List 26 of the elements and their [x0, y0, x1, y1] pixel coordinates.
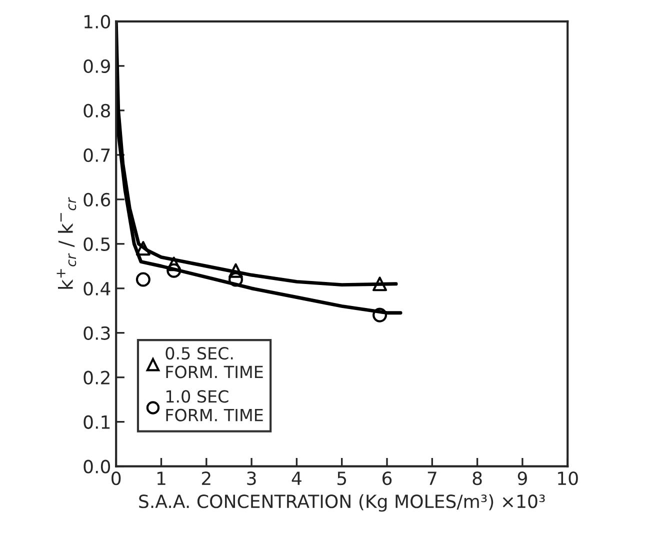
y-tick-label: 0.2: [84, 370, 110, 384]
x-tick-label: 0: [112, 472, 121, 486]
x-axis-title: S.A.A. CONCENTRATION (Kg MOLES/m³) ×10³: [139, 494, 545, 512]
x-tick-label: 8: [472, 472, 482, 486]
x-tick-label: 7: [428, 472, 436, 485]
x-tick-label: 9: [518, 472, 527, 486]
y-tick-label: 0.5: [84, 237, 110, 251]
legend-label: 0.5 SEC. FORM. TIME: [166, 347, 263, 378]
x-tick-label: 5: [338, 472, 346, 486]
x-tick-label: 1: [157, 472, 166, 485]
x-tick-label: 2: [202, 472, 210, 485]
y-tick-label: 1.0: [84, 14, 110, 29]
y-tick-label: 0.7: [84, 148, 110, 162]
x-tick-label: 4: [292, 472, 302, 485]
x-tick-label: 10: [558, 472, 578, 486]
y-tick-label: 0.1: [84, 415, 110, 429]
y-tick-label: 0.3: [84, 326, 110, 340]
y-tick-label: 0.6: [84, 192, 110, 207]
y-axis-title: k$^{+}$$_{cr}$ / k$^{−}$$_{cr}$: [56, 197, 76, 289]
legend-label: 1.0 SEC FORM. TIME: [166, 390, 263, 422]
y-tick-label: 0.8: [84, 104, 110, 118]
y-tick-label: 0.4: [84, 282, 110, 296]
x-tick-label: 3: [247, 472, 256, 486]
y-tick-label: 0.0: [84, 460, 110, 474]
y-tick-label: 0.9: [84, 59, 110, 74]
x-tick-label: 6: [382, 472, 392, 486]
